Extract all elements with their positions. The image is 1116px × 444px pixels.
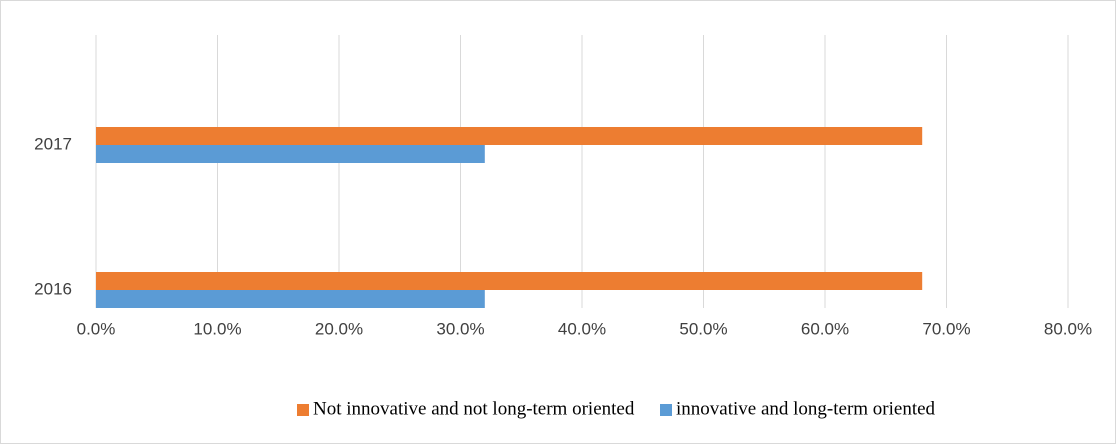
legend-label: Not innovative and not long-term oriente… xyxy=(313,398,635,419)
y-tick-label: 2017 xyxy=(34,134,72,153)
x-tick-label: 40.0% xyxy=(558,319,606,338)
x-tick-label: 20.0% xyxy=(315,319,363,338)
x-tick-label: 0.0% xyxy=(77,319,116,338)
x-tick-label: 80.0% xyxy=(1044,319,1092,338)
bar xyxy=(96,290,485,308)
legend-swatch xyxy=(660,404,672,416)
x-tick-label: 50.0% xyxy=(679,319,727,338)
x-tick-label: 70.0% xyxy=(922,319,970,338)
y-tick-label: 2016 xyxy=(34,279,72,298)
bar xyxy=(96,272,923,290)
bar xyxy=(96,127,923,145)
legend-label: innovative and long-term oriented xyxy=(676,398,936,419)
legend-swatch xyxy=(297,404,309,416)
x-tick-label: 60.0% xyxy=(801,319,849,338)
x-tick-label: 10.0% xyxy=(193,319,241,338)
bar xyxy=(96,145,485,163)
x-tick-label: 30.0% xyxy=(436,319,484,338)
